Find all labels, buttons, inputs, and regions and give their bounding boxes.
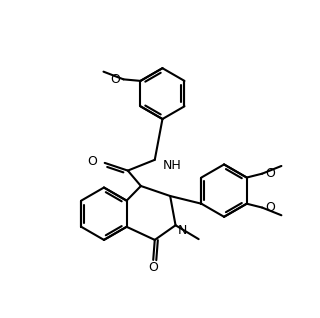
Text: N: N: [178, 224, 187, 237]
Text: O: O: [265, 167, 275, 180]
Text: NH: NH: [163, 160, 181, 172]
Text: O: O: [265, 201, 275, 214]
Text: O: O: [148, 261, 158, 274]
Text: O: O: [87, 155, 97, 168]
Text: O: O: [110, 73, 120, 86]
